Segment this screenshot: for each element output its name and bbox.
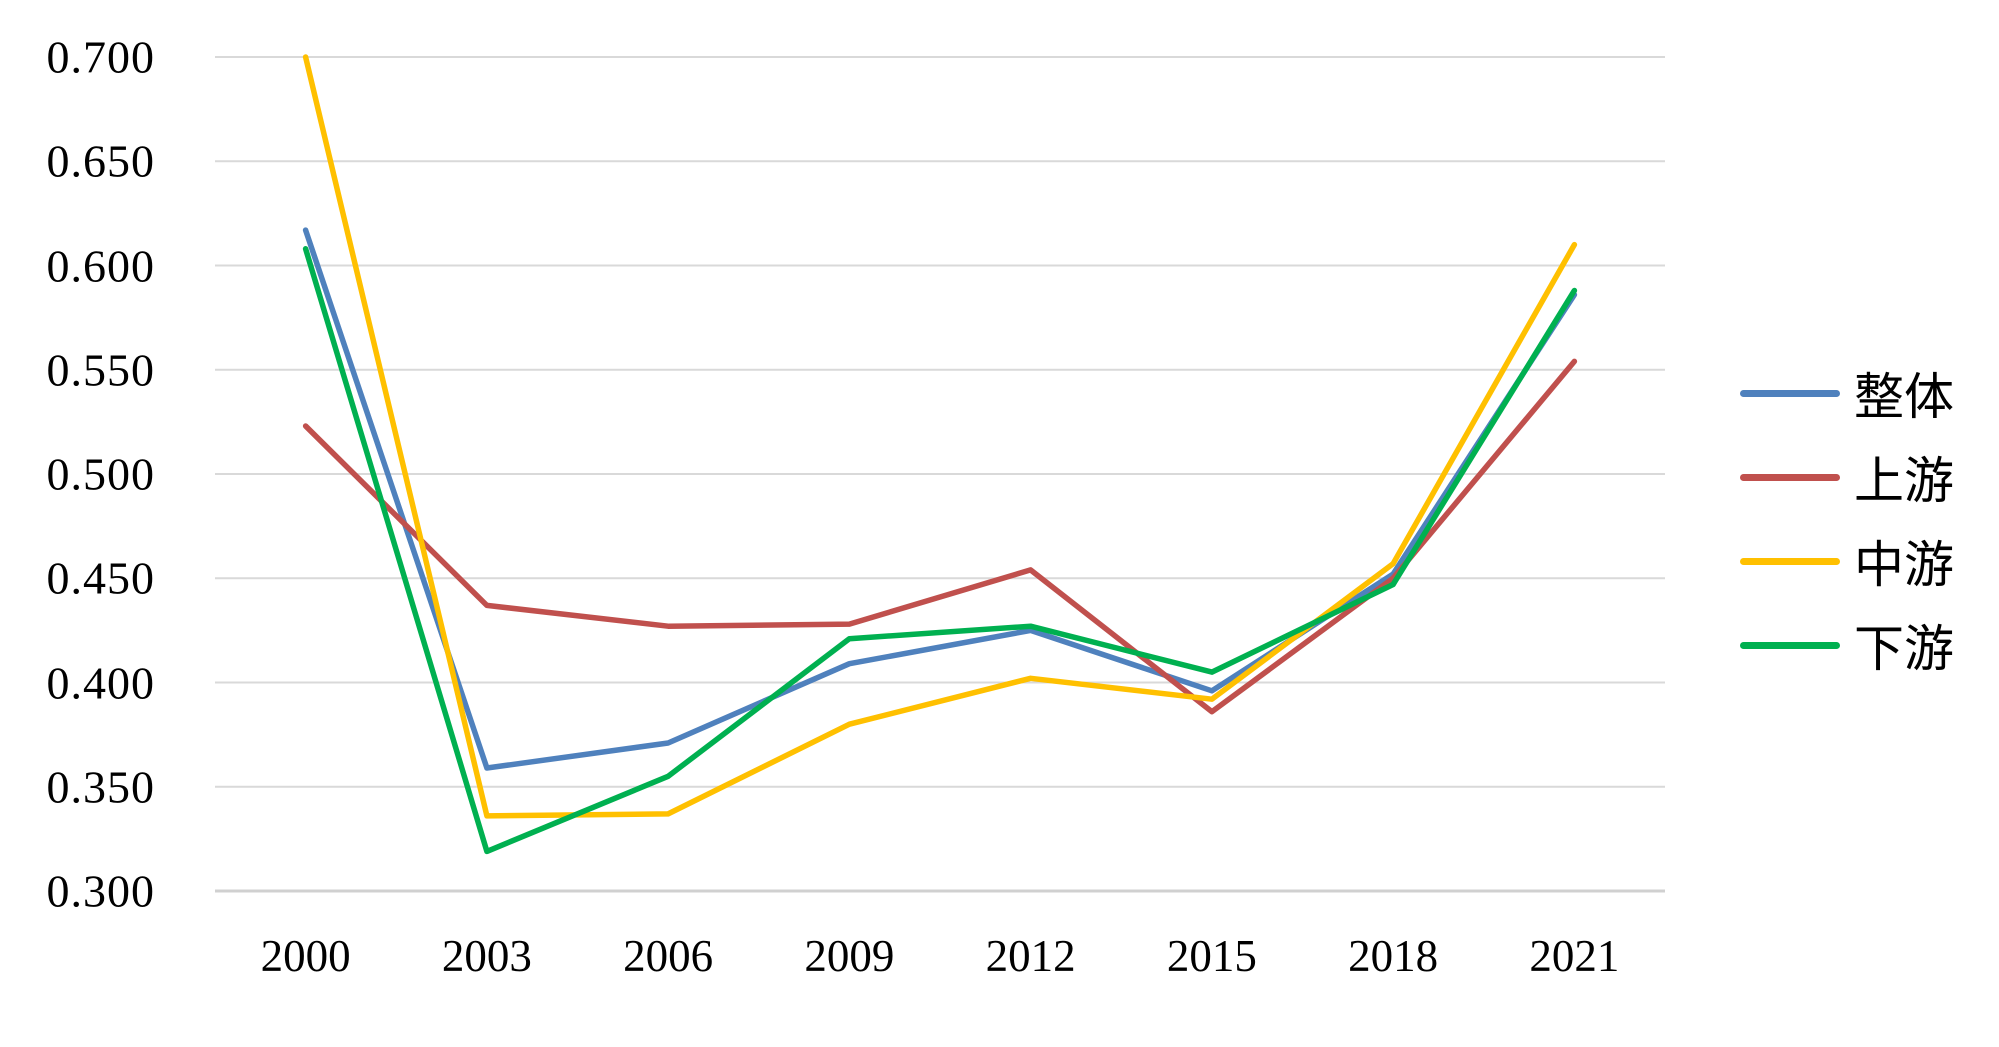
legend: 整体 上游 中游 下游 xyxy=(1740,351,1954,687)
legend-item-midstream: 中游 xyxy=(1740,519,1954,603)
x-tick-label: 2006 xyxy=(623,931,714,981)
legend-label-upstream: 上游 xyxy=(1854,453,1954,509)
x-tick-label: 2012 xyxy=(985,931,1076,981)
legend-swatch-overall xyxy=(1740,389,1840,397)
x-tick-label: 2021 xyxy=(1529,931,1620,981)
y-tick-label: 0.350 xyxy=(46,761,155,813)
y-tick-label: 0.500 xyxy=(46,448,155,500)
y-tick-label: 0.450 xyxy=(46,552,155,604)
x-tick-label: 2000 xyxy=(260,931,351,981)
y-tick-label: 0.600 xyxy=(46,240,155,291)
legend-swatch-midstream xyxy=(1740,557,1840,565)
legend-item-overall: 整体 xyxy=(1740,351,1954,435)
legend-label-overall: 整体 xyxy=(1854,369,1954,425)
series-line-midstream xyxy=(302,54,1578,819)
legend-item-downstream: 下游 xyxy=(1740,603,1954,687)
legend-item-upstream: 上游 xyxy=(1740,435,1954,519)
y-tick-label: 0.400 xyxy=(46,657,155,708)
y-tick-label: 0.650 xyxy=(46,135,155,187)
y-tick-label: 0.700 xyxy=(46,31,155,83)
x-tick-label: 2009 xyxy=(804,931,895,981)
series-line-overall xyxy=(302,227,1578,771)
legend-label-midstream: 中游 xyxy=(1854,537,1954,593)
legend-label-downstream: 下游 xyxy=(1854,621,1954,677)
series-line-upstream xyxy=(302,358,1578,715)
legend-swatch-downstream xyxy=(1740,641,1840,649)
y-tick-label: 0.300 xyxy=(46,865,155,917)
legend-swatch-upstream xyxy=(1740,473,1840,481)
series-line-downstream xyxy=(302,246,1578,855)
y-tick-label: 0.550 xyxy=(46,344,155,396)
x-tick-label: 2015 xyxy=(1166,931,1257,981)
x-tick-label: 2018 xyxy=(1348,931,1439,981)
x-tick-label: 2003 xyxy=(441,931,532,981)
